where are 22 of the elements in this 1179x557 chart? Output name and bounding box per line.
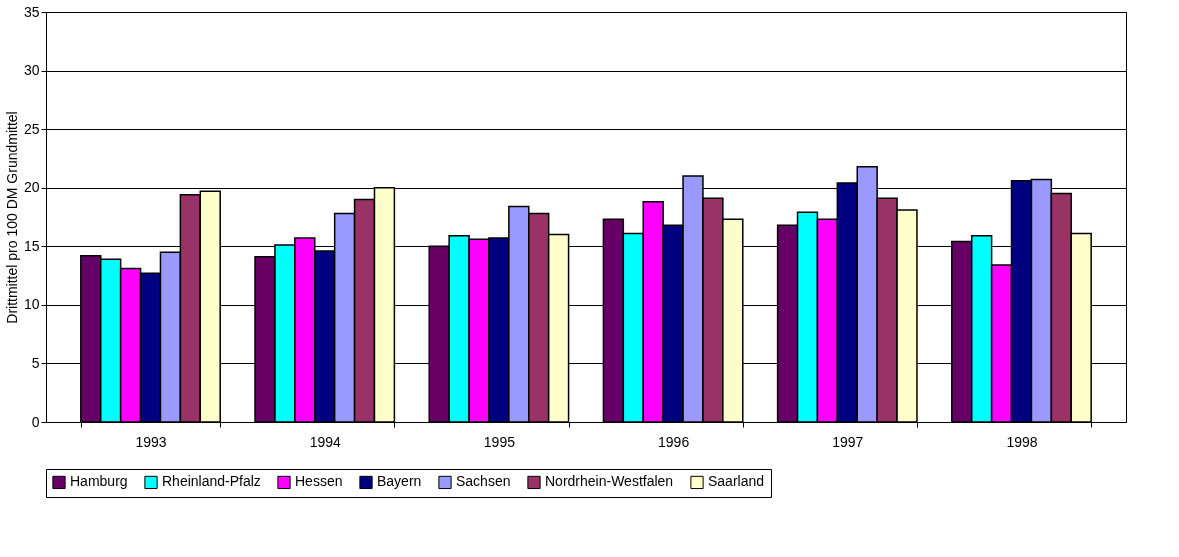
y-axis-title: Drittmittel pro 100 DM Grundmittel <box>3 111 20 324</box>
legend-label: Nordrhein-Westfalen <box>545 473 674 490</box>
legend-label: Hessen <box>295 473 343 490</box>
y-tick-label: 15 <box>23 237 40 254</box>
legend-label: Hamburg <box>70 473 128 490</box>
y-tick-label: 35 <box>23 3 40 20</box>
x-tick-label: 1997 <box>832 433 864 450</box>
x-tick-label: 1993 <box>135 433 167 450</box>
x-tick-label: 1998 <box>1006 433 1038 450</box>
legend-label: Bayern <box>377 473 422 490</box>
y-tick-label: 10 <box>23 296 40 313</box>
legend-label: Sachsen <box>456 473 511 490</box>
x-tick-label: 1994 <box>309 433 341 450</box>
legend-label: Rheinland-Pfalz <box>162 473 261 490</box>
legend-label: Saarland <box>708 473 765 490</box>
y-tick-label: 20 <box>23 179 40 196</box>
y-tick-label: 25 <box>23 120 40 137</box>
x-tick-label: 1995 <box>483 433 516 450</box>
x-tick-label: 1996 <box>658 433 690 450</box>
y-tick-label: 30 <box>23 62 40 79</box>
y-tick-label: 5 <box>31 354 40 371</box>
y-tick-label: 0 <box>31 413 40 430</box>
